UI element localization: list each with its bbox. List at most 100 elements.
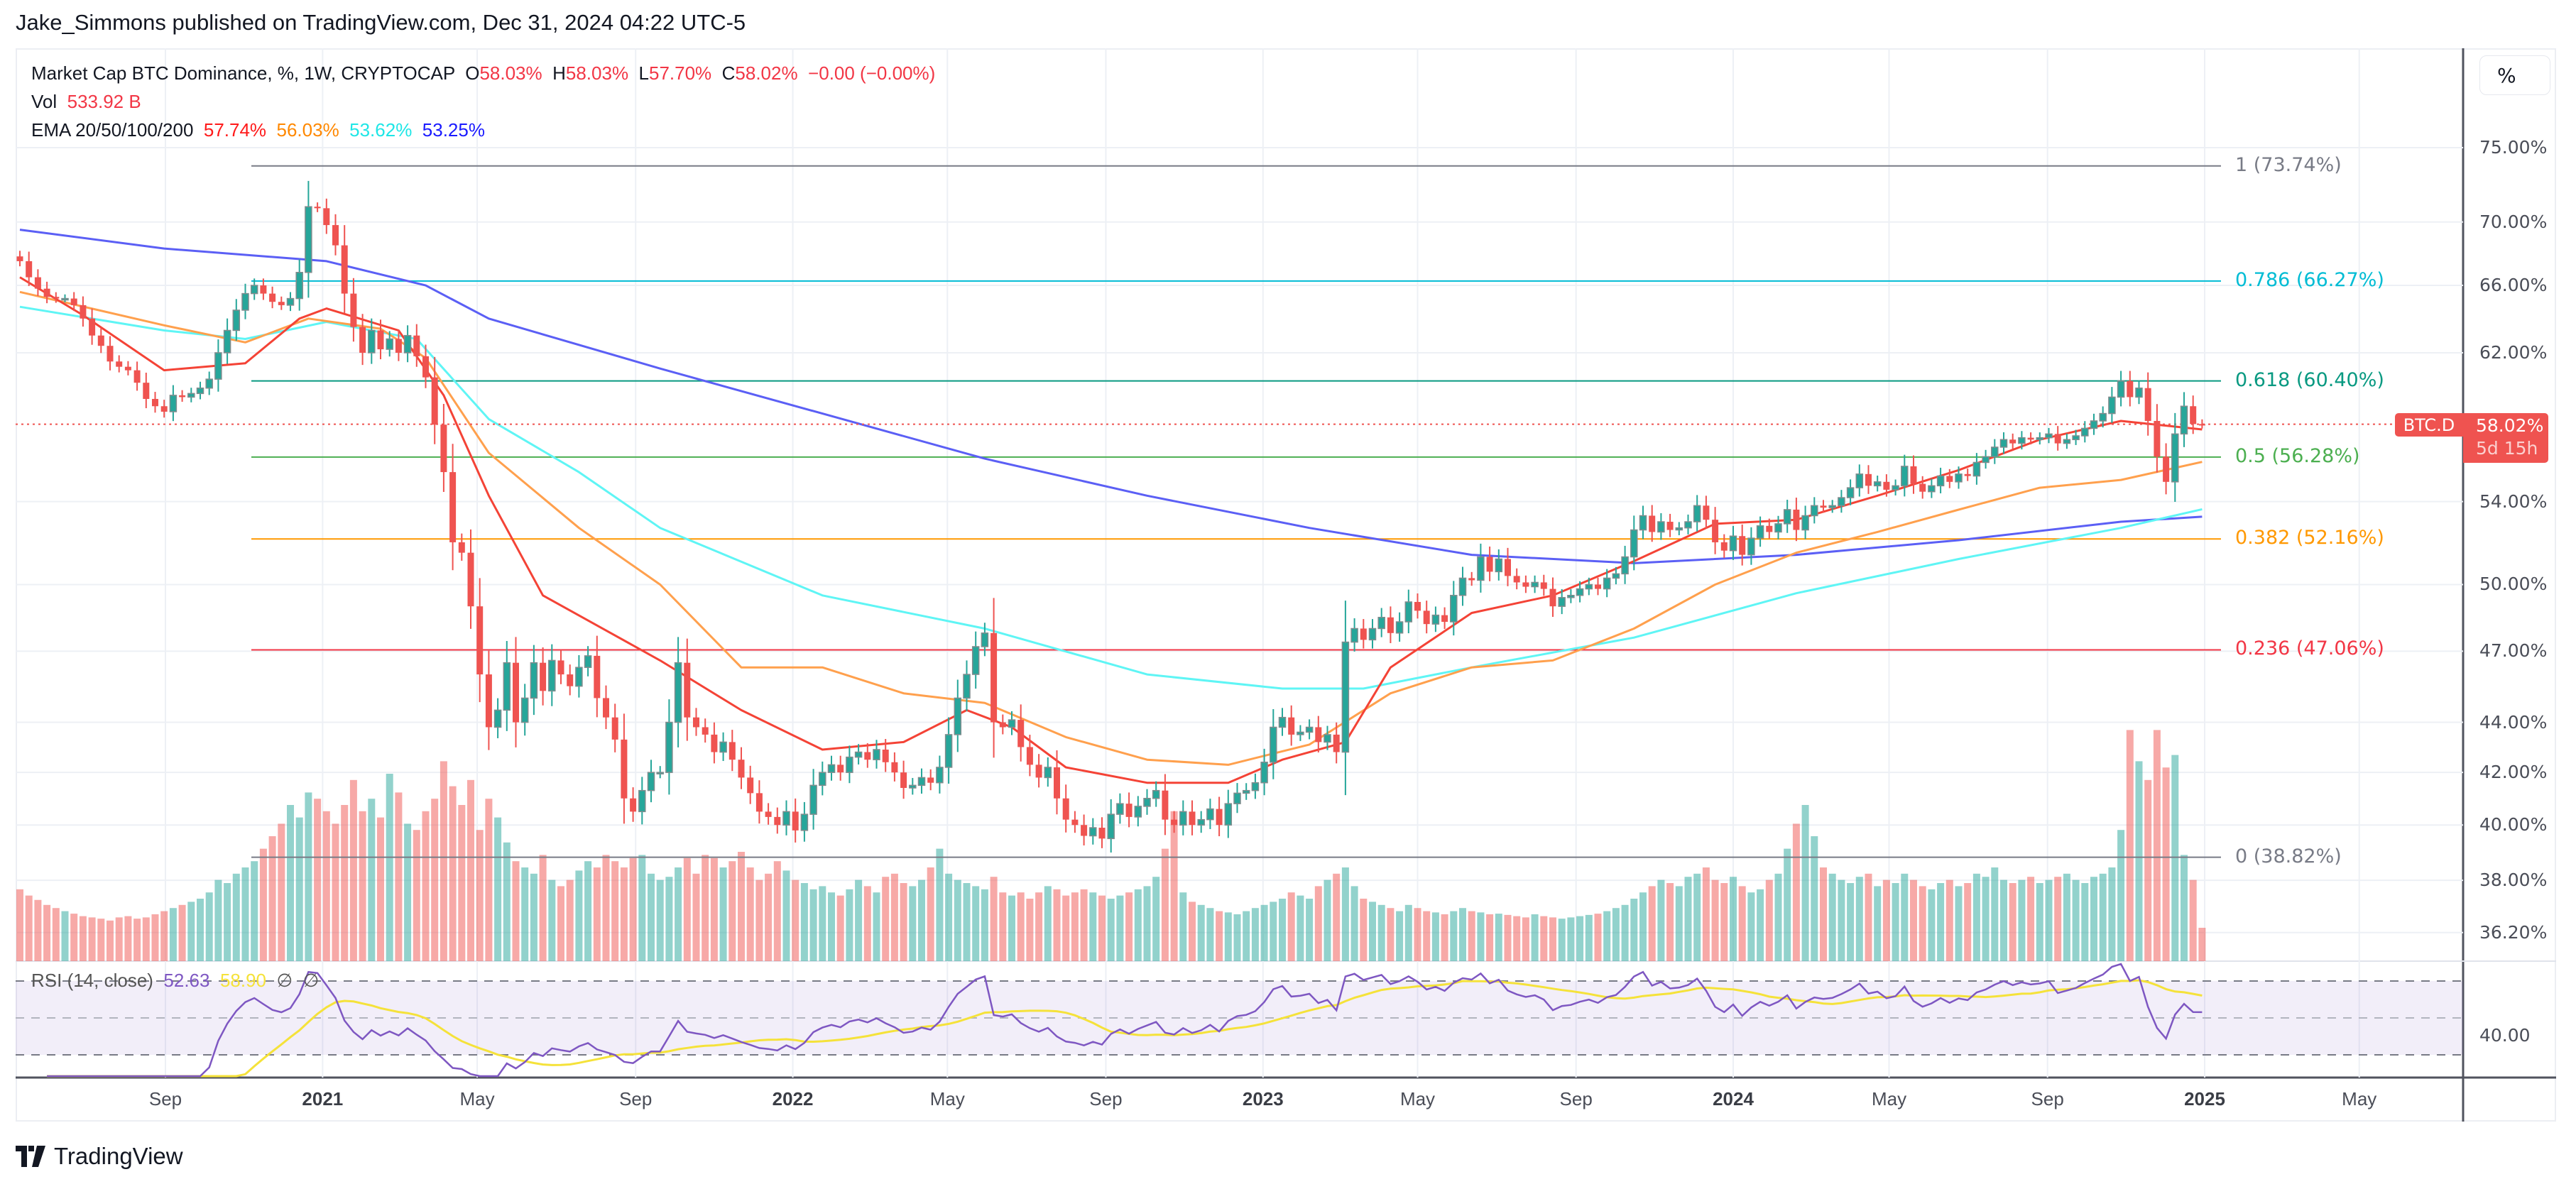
candle [431, 356, 438, 444]
volume-bar [1945, 880, 1953, 961]
volume-bar [2153, 730, 2161, 961]
volume-bar [1784, 848, 1791, 961]
volume-bar [1170, 811, 1178, 961]
candle-body [827, 764, 836, 773]
rsi-label[interactable]: RSI (14, close) [31, 970, 153, 991]
candle-body [458, 542, 465, 553]
candle-body [232, 309, 241, 332]
candle [250, 278, 258, 300]
candle [1143, 789, 1151, 815]
volume-bar [1053, 889, 1061, 961]
volume-bar [945, 873, 953, 961]
volume-bar [2108, 867, 2116, 961]
candle [2144, 372, 2151, 436]
candle [107, 336, 114, 371]
candle-body [1540, 582, 1547, 589]
candle-body [260, 285, 267, 294]
candle [485, 650, 492, 750]
volume-bar [746, 867, 754, 961]
candle-body [557, 660, 564, 675]
candle-body [1756, 525, 1764, 539]
candle [187, 388, 195, 402]
volume-bar [2036, 883, 2043, 961]
candle-body [1972, 461, 1981, 477]
volume-bar [981, 889, 988, 961]
volume-bar [1666, 883, 1674, 961]
candle [1441, 607, 1448, 630]
rsi-value: 52.63 [163, 970, 210, 991]
candle-body [2018, 437, 2026, 444]
candle [403, 325, 412, 363]
candle-body [467, 552, 474, 607]
candle-body [1846, 487, 1855, 498]
candle-body [214, 352, 222, 380]
candle [1630, 515, 1638, 571]
candle-body [2054, 434, 2061, 444]
ema200-line [19, 229, 2203, 564]
last-price: 58.02% [2476, 415, 2544, 436]
candle [792, 798, 799, 843]
ema20-line [19, 276, 2203, 784]
candle [981, 623, 989, 657]
candle [1054, 750, 1060, 815]
candle [223, 318, 231, 364]
candle-body [954, 697, 962, 735]
candle-body [1414, 601, 1421, 611]
candle [1522, 575, 1529, 593]
candle-body [1675, 527, 1683, 531]
volume-bar [142, 917, 150, 961]
volume-bar [2162, 767, 2170, 961]
candle-body [1531, 581, 1539, 588]
tradingview-logo[interactable]: TradingView [16, 1143, 183, 1170]
candle [2127, 371, 2134, 407]
candle [241, 283, 249, 319]
candle-body [1216, 809, 1223, 826]
volume-label[interactable]: Vol [31, 91, 58, 112]
candle [1431, 606, 1440, 632]
candle [954, 679, 962, 752]
volume-bar [1189, 902, 1196, 961]
candle [1017, 704, 1025, 762]
candle-body [693, 717, 699, 728]
candle-body [936, 767, 944, 784]
candle-body [386, 338, 393, 350]
volume-bar [503, 842, 511, 961]
rsi-ma-value: 58.90 [219, 970, 267, 991]
candle [873, 740, 880, 769]
volume-bar [990, 877, 998, 961]
volume-bar [557, 886, 564, 961]
ema-label[interactable]: EMA 20/50/100/200 [31, 119, 194, 141]
volume-bar [1585, 914, 1593, 961]
symbol-price-tag: BTC.D [2395, 413, 2463, 437]
volume-bar [2027, 877, 2035, 961]
candle-body [43, 288, 50, 297]
candle [2045, 427, 2053, 444]
candle-body [1089, 827, 1097, 837]
candle-body [1558, 597, 1566, 607]
volume-bar [1279, 899, 1286, 961]
candle-body [1720, 542, 1728, 551]
volume-bar [1333, 873, 1341, 961]
candle-body [584, 655, 592, 668]
candle-body [1288, 717, 1295, 735]
volume-bar [295, 817, 303, 961]
candle [467, 529, 474, 629]
candle-body [179, 395, 186, 398]
candle [971, 631, 980, 689]
price-tick-label: 75.00% [2479, 137, 2548, 158]
candle-body [152, 398, 158, 407]
rsi-ma-line [47, 979, 2203, 1078]
candle [1081, 814, 1088, 845]
candle-body [630, 798, 637, 812]
candle [1892, 479, 1899, 495]
rsi-legend: RSI (14, close) 52.63 58.90 ∅ ∅ [31, 970, 319, 992]
time-tick-label: May [1871, 1088, 1907, 1109]
candle-body [1026, 747, 1033, 765]
candle [2171, 412, 2179, 503]
candle [116, 355, 123, 373]
symbol-title[interactable]: Market Cap BTC Dominance, %, 1W, CRYPTOC… [31, 62, 455, 84]
scale-unit-button[interactable]: % [2479, 55, 2550, 95]
candle [711, 722, 718, 764]
candle [1350, 618, 1358, 652]
